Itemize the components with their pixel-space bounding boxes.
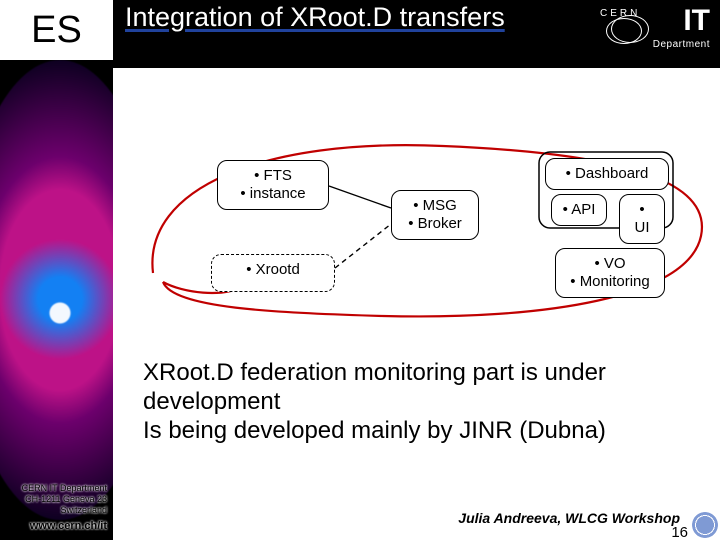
logo-dept-text: Department [653,39,710,50]
node-label-line: instance [228,185,318,203]
sidebar-art [0,60,113,520]
node-label-line: Monitoring [566,273,654,291]
node-label-line: Broker [402,215,468,233]
node-vomon: VOMonitoring [555,248,665,298]
slide-root: ES CERN IT Department CH-1211 Geneva 23 … [0,0,720,540]
node-ui: UI [619,194,665,244]
logo-it-text: IT [683,4,710,38]
sidebar-badge: ES [0,0,113,60]
node-label-line: MSG [402,197,468,215]
node-xrootd: Xrootd [211,254,335,292]
cern-footer-logo-icon [692,512,718,538]
node-label-line: FTS [228,167,318,185]
node-label-line: Xrootd [222,261,324,279]
edges [329,186,391,268]
cern-it-logo: CERN IT Department [600,6,710,50]
node-label-line: API [562,201,596,219]
diagram: FTSinstance Xrootd MSGBroker Dashboard API UI… [113,68,720,348]
page-title: Integration of XRoot.D transfers [125,2,505,33]
node-label-line: VO [566,255,654,273]
node-api: API [551,194,607,226]
page-number: 16 [671,524,688,540]
node-fts: FTSinstance [217,160,329,210]
sidebar-url: www.cern.ch/it [6,520,107,532]
node-label-line: UI [630,201,654,237]
sidebar: ES CERN IT Department CH-1211 Geneva 23 … [0,0,113,540]
logo-rings-icon [606,18,642,44]
credit-line: Julia Andreeva, WLCG Workshop [458,510,680,526]
content-area: FTSinstance Xrootd MSGBroker Dashboard API UI… [113,68,720,540]
node-msg: MSGBroker [391,190,479,240]
title-bar: Integration of XRoot.D transfers CERN IT… [113,0,720,68]
node-label-line: Dashboard [556,165,658,183]
node-dash: Dashboard [545,158,669,190]
body-text: XRoot.D federation monitoring part is un… [143,358,703,445]
sidebar-dept-address: CERN IT Department CH-1211 Geneva 23 Swi… [6,483,107,516]
